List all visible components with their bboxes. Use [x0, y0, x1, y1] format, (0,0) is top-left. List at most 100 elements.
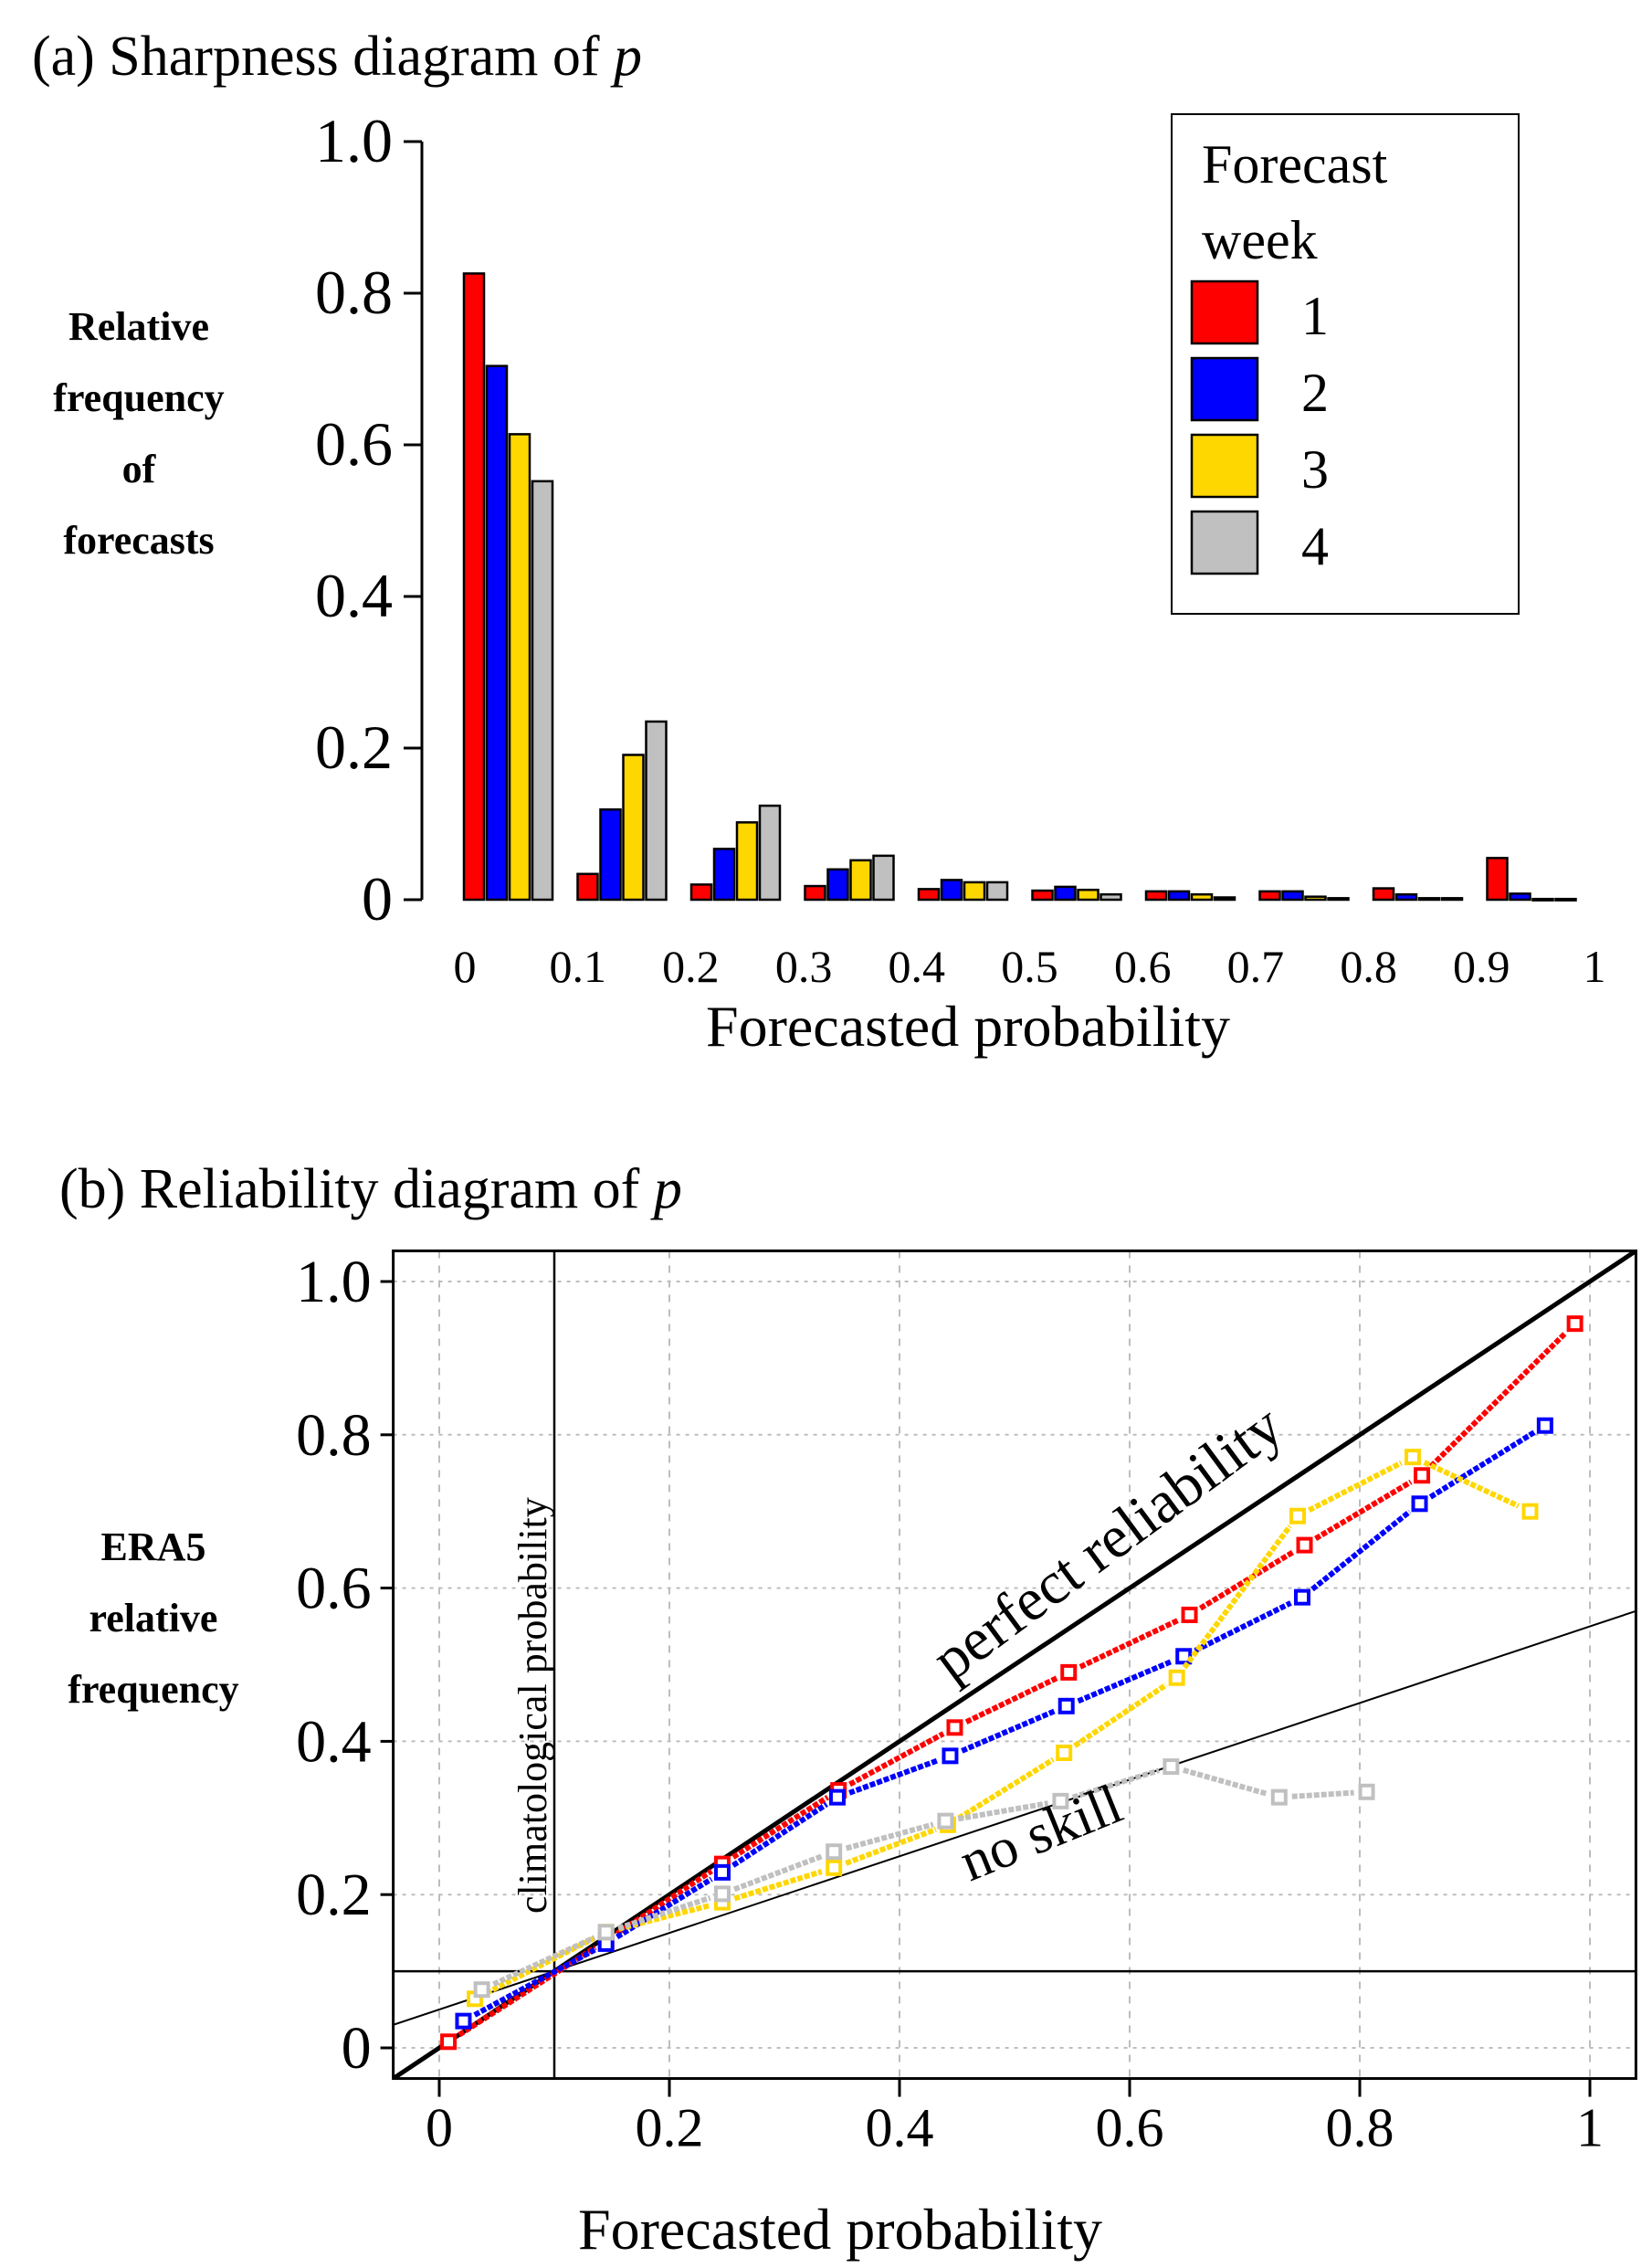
y-tick-label: 1.0: [296, 1249, 372, 1315]
x-tick-label: 0: [454, 941, 477, 992]
series-segment: [964, 1675, 1058, 1725]
series-segment: [1071, 1767, 1160, 1800]
series-segment: [1314, 1479, 1413, 1542]
bar-week-4: [1327, 897, 1350, 902]
series-segment: [1291, 1789, 1354, 1799]
bar-week-2: [1281, 890, 1304, 902]
x-tick-label: 1: [1584, 941, 1606, 992]
series-marker: [1296, 1536, 1313, 1554]
legend-swatch-week-3: [1190, 433, 1259, 499]
y-label-line: of: [122, 447, 157, 491]
panel-b-ticks: 0 0.2 0.4 0.6 0.8 1.0 0 0.2 0.4 0.6 0.8 1: [296, 1249, 1604, 2158]
legend-title-line-2: week: [1202, 210, 1318, 270]
bar-week-1: [1372, 887, 1395, 902]
legend-label-week-4: 4: [1301, 516, 1329, 576]
perfect-reliability-label: perfect reliability: [921, 1392, 1295, 1693]
y-label-line: frequency: [68, 1667, 238, 1712]
y-label-line: relative: [89, 1596, 218, 1640]
bar-week-3: [622, 754, 645, 902]
panel-b-title: (b) Reliability diagram of p: [59, 1158, 682, 1220]
panel-b-frame: [392, 1249, 1637, 2081]
bar-week-4: [872, 854, 895, 902]
series-marker: [713, 1885, 731, 1903]
series-week-4: [473, 1758, 1375, 1999]
series-segment: [957, 1800, 1049, 1822]
bar-week-3: [508, 433, 531, 902]
series-segment: [1428, 1330, 1568, 1469]
bar-week-4: [1213, 896, 1236, 902]
bar-week-1: [1486, 857, 1509, 902]
panel-a-legend: Forecast week 1 2 3 4: [1171, 113, 1520, 615]
series-marker: [1566, 1315, 1584, 1333]
climatological-probability-label: climatological probability: [510, 1497, 555, 1914]
series-segment: [1079, 1618, 1180, 1670]
series-segment: [473, 1946, 596, 2018]
panel-a-y-axis-label: Relative frequency of forecasts: [53, 304, 224, 563]
series-segment: [848, 1731, 945, 1788]
series-segment: [1073, 1683, 1168, 1748]
series-marker: [1057, 1697, 1075, 1714]
series-marker: [1270, 1788, 1288, 1806]
series-week-2: [455, 1417, 1553, 2030]
panel-b-y-axis-label: ERA5 relative frequency: [68, 1524, 238, 1712]
series-marker: [826, 1859, 843, 1876]
x-tick-label: 0.7: [1227, 941, 1285, 992]
perfect-reliability-line: [393, 1250, 1636, 2079]
x-tick-label: 0.6: [1096, 2098, 1164, 2158]
bar-week-2: [1167, 890, 1191, 902]
series-segment: [1308, 1460, 1403, 1514]
bar-week-3: [963, 881, 986, 902]
y-tick-label: 0.6: [296, 1556, 372, 1622]
panel-a-title: (a) Sharpness diagram of p: [32, 26, 642, 88]
series-marker: [828, 1788, 846, 1806]
bar-week-1: [1031, 889, 1054, 902]
x-tick-label: 0.6: [1114, 941, 1172, 992]
panel-a-x-tick-labels: 0 0.1 0.2 0.3 0.4 0.5 0.6 0.7 0.8 0.9 1: [454, 941, 1606, 992]
series-segment: [732, 1853, 824, 1893]
series-marker: [1414, 1467, 1431, 1484]
series-marker: [597, 1924, 615, 1941]
y-label-line: Relative: [68, 304, 209, 349]
series-marker: [1060, 1663, 1078, 1681]
bar-week-3: [1304, 895, 1327, 902]
bar-week-4: [985, 881, 1009, 902]
x-tick-label: 1: [1576, 2098, 1604, 2158]
x-tick-label: 0.2: [636, 2098, 704, 2158]
legend-label-week-3: 3: [1301, 439, 1329, 500]
series-segment: [1310, 1509, 1412, 1592]
x-tick-label: 0.9: [1453, 941, 1510, 992]
legend-swatch-week-1: [1190, 280, 1259, 345]
series-segment: [1428, 1429, 1536, 1500]
legend-label-week-2: 2: [1301, 363, 1329, 423]
series-segment: [492, 1935, 596, 1988]
bar-week-4: [645, 720, 668, 902]
bar-week-3: [1531, 897, 1554, 902]
series-marker: [1536, 1417, 1553, 1434]
bar-week-2: [712, 848, 736, 902]
series-marker: [826, 1843, 843, 1861]
x-tick-label: 0.8: [1340, 941, 1397, 992]
legend-swatch-week-2: [1190, 356, 1259, 422]
panel-b-series: [440, 1315, 1584, 2051]
series-segment: [733, 1869, 823, 1902]
series-marker: [1289, 1507, 1306, 1524]
bar-week-3: [849, 859, 872, 902]
y-tick-label: 0: [362, 864, 393, 934]
panel-b-grid: [393, 1250, 1636, 2079]
bar-week-1: [917, 888, 941, 902]
series-marker: [1358, 1783, 1375, 1800]
y-label-line: frequency: [53, 375, 224, 420]
x-tick-label: 0.5: [1001, 941, 1058, 992]
bar-week-1: [1258, 890, 1281, 902]
series-marker: [713, 1863, 731, 1881]
x-tick-label: 0.2: [662, 941, 720, 992]
series-marker: [440, 2033, 458, 2051]
legend-swatch-week-4: [1190, 510, 1259, 575]
series-segment: [957, 1756, 1055, 1821]
series-segment: [1077, 1658, 1173, 1704]
x-tick-label: 0: [426, 2098, 453, 2158]
y-tick-label: 0.4: [296, 1708, 372, 1775]
series-segment: [616, 1876, 713, 1940]
bar-week-3: [1417, 897, 1441, 902]
series-segment: [1194, 1600, 1292, 1653]
